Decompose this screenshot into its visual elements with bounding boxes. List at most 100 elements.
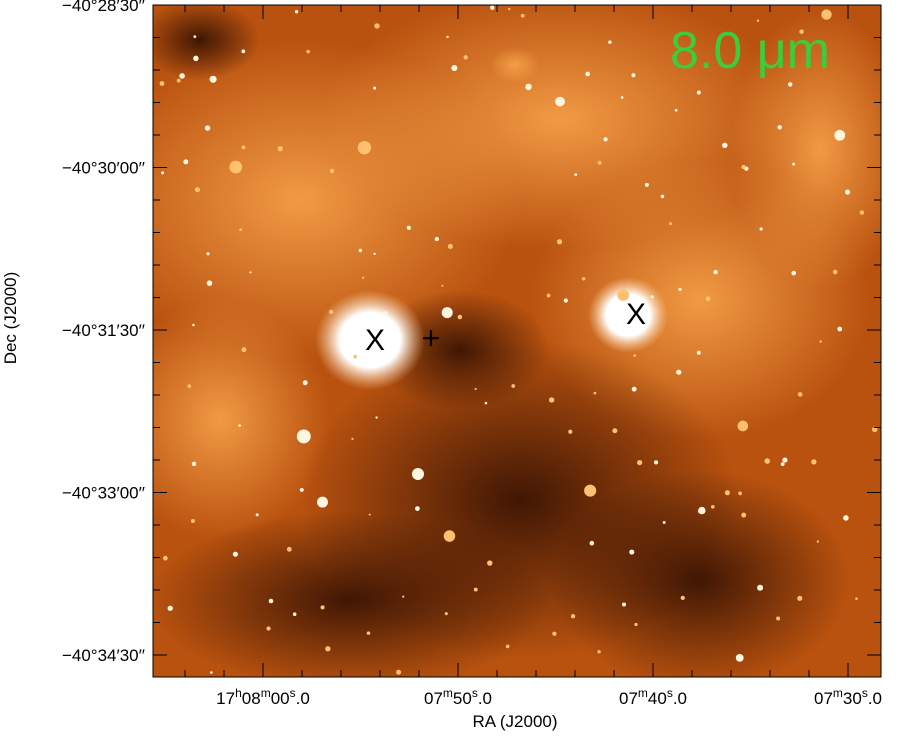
star [406, 225, 411, 230]
star [457, 314, 463, 320]
tick-text: .0 [868, 689, 882, 708]
star [548, 397, 555, 403]
star [676, 369, 682, 375]
star [552, 631, 557, 636]
star [266, 626, 271, 631]
tick-superscript: m [638, 686, 648, 700]
star [474, 387, 477, 391]
star [660, 194, 665, 199]
star [299, 487, 304, 492]
star [797, 392, 803, 397]
star [631, 386, 637, 392]
star [366, 631, 371, 635]
star [487, 560, 493, 566]
star [620, 96, 624, 99]
star [463, 55, 468, 60]
tick-superscript: s [667, 686, 673, 700]
star [764, 458, 771, 464]
star [633, 354, 637, 357]
star [629, 549, 635, 555]
star [581, 276, 586, 281]
star [617, 289, 630, 301]
star [738, 491, 742, 496]
star [441, 307, 453, 319]
star [724, 490, 730, 496]
star [232, 551, 238, 557]
star [844, 189, 851, 195]
star [593, 391, 597, 395]
star [556, 239, 563, 245]
star [317, 496, 328, 508]
tick-text: 30 [843, 689, 862, 708]
star [328, 309, 334, 315]
star [597, 650, 601, 654]
star [644, 182, 649, 187]
star [473, 587, 478, 592]
star [362, 276, 365, 279]
star [229, 160, 243, 174]
star [819, 340, 822, 343]
star [782, 457, 788, 463]
star [484, 401, 488, 405]
star [277, 146, 283, 152]
star [192, 323, 195, 327]
star [871, 426, 878, 433]
star [190, 518, 195, 523]
star [163, 555, 168, 561]
star [821, 9, 832, 20]
star [698, 506, 706, 515]
tick-text: 50 [453, 689, 472, 708]
star [306, 49, 310, 54]
star [680, 595, 685, 600]
star [176, 78, 181, 83]
star [396, 669, 402, 675]
star [329, 168, 335, 174]
star [711, 505, 715, 509]
tick-text: 00 [271, 689, 290, 708]
star [741, 164, 746, 170]
star [787, 82, 793, 87]
star [799, 29, 804, 34]
star [183, 159, 189, 165]
tick-text: .0 [478, 689, 492, 708]
star [791, 270, 797, 276]
star [451, 64, 458, 72]
star [650, 295, 654, 299]
star [320, 605, 325, 610]
star [653, 460, 659, 465]
star [759, 227, 763, 231]
star [511, 384, 516, 388]
star [241, 145, 246, 150]
y-tick-label: −40°33′00′′ [62, 484, 145, 503]
star [741, 512, 747, 518]
x-tick-label: 17h08m00s.0 [216, 686, 310, 708]
star [193, 55, 199, 62]
tick-superscript: m [833, 686, 843, 700]
tick-text: 08 [242, 689, 261, 708]
star [696, 350, 701, 355]
x-tick-label: 07m50s.0 [424, 686, 492, 708]
star [353, 354, 358, 359]
tick-text: .0 [673, 689, 687, 708]
star [713, 269, 718, 275]
star [238, 424, 241, 427]
y-axis-label: Dec (J2000) [1, 272, 20, 365]
star [209, 75, 217, 83]
star [612, 428, 618, 434]
star [520, 13, 525, 18]
star [375, 416, 378, 419]
star [441, 284, 444, 287]
y-tick-label: −40°31′30′′ [62, 321, 145, 340]
nebula-image [153, 5, 881, 677]
star [756, 19, 760, 22]
star [179, 73, 185, 79]
star [161, 171, 165, 175]
star [210, 671, 213, 674]
star [584, 484, 597, 497]
x-tick-label: 07m40s.0 [619, 686, 687, 708]
star [669, 222, 673, 226]
plot-frame [152, 4, 882, 678]
star [249, 271, 252, 274]
star [797, 595, 803, 601]
star [811, 459, 817, 465]
